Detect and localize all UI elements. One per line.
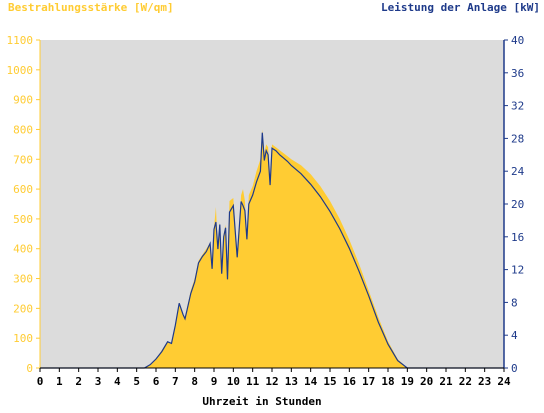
x-tick-label: 19 bbox=[401, 375, 414, 388]
left-y-tick-label: 0 bbox=[26, 362, 33, 375]
right-axis-title: Leistung der Anlage [kW] bbox=[381, 1, 540, 14]
right-y-tick-label: 12 bbox=[511, 264, 524, 277]
right-y-tick-label: 20 bbox=[511, 198, 524, 211]
left-y-tick-label: 700 bbox=[13, 153, 33, 166]
x-tick-label: 18 bbox=[381, 375, 394, 388]
right-y-ticks: 0 4 8 12 16 20 24 28 32 36 40 bbox=[504, 34, 525, 375]
x-tick-label: 7 bbox=[172, 375, 179, 388]
left-y-tick-label: 200 bbox=[13, 302, 33, 315]
right-y-tick-label: 28 bbox=[511, 132, 524, 145]
right-y-tick-label: 16 bbox=[511, 231, 524, 244]
x-tick-label: 14 bbox=[304, 375, 318, 388]
left-y-tick-label: 300 bbox=[13, 273, 33, 286]
right-y-tick-label: 40 bbox=[511, 34, 524, 47]
x-tick-label: 11 bbox=[246, 375, 260, 388]
irradiance-area bbox=[40, 129, 504, 368]
left-y-tick-label: 500 bbox=[13, 213, 33, 226]
right-y-tick-label: 0 bbox=[511, 362, 518, 375]
left-axis-title: Bestrahlungsstärke [W/qm] bbox=[8, 1, 174, 14]
x-tick-label: 23 bbox=[478, 375, 491, 388]
x-tick-label: 17 bbox=[362, 375, 375, 388]
left-y-tick-label: 100 bbox=[13, 332, 33, 345]
right-y-tick-label: 32 bbox=[511, 100, 524, 113]
x-tick-label: 10 bbox=[227, 375, 240, 388]
x-tick-label: 24 bbox=[497, 375, 511, 388]
right-y-tick-label: 24 bbox=[511, 165, 525, 178]
x-tick-label: 0 bbox=[37, 375, 44, 388]
left-y-tick-label: 900 bbox=[13, 94, 33, 107]
right-y-tick-label: 36 bbox=[511, 67, 524, 80]
right-y-tick-label: 4 bbox=[511, 329, 518, 342]
power-line bbox=[40, 132, 504, 369]
x-tick-label: 2 bbox=[75, 375, 82, 388]
left-y-tick-label: 800 bbox=[13, 123, 33, 136]
x-tick-label: 15 bbox=[323, 375, 336, 388]
x-tick-label: 20 bbox=[420, 375, 433, 388]
x-tick-label: 13 bbox=[285, 375, 298, 388]
left-y-tick-label: 1100 bbox=[7, 34, 34, 47]
x-tick-label: 12 bbox=[265, 375, 278, 388]
left-y-tick-label: 400 bbox=[13, 243, 33, 256]
right-y-tick-label: 8 bbox=[511, 296, 518, 309]
x-ticks: 0 1 2 3 4 5 6 7 8 9 10 11 12 13 14 15 16 17 18 19 20 21 22 23 24 bbox=[37, 368, 511, 388]
left-y-tick-label: 1000 bbox=[7, 64, 34, 77]
x-tick-label: 22 bbox=[459, 375, 472, 388]
x-tick-label: 9 bbox=[211, 375, 218, 388]
x-tick-label: 8 bbox=[191, 375, 198, 388]
x-tick-label: 16 bbox=[343, 375, 357, 388]
x-tick-label: 5 bbox=[133, 375, 140, 388]
x-tick-label: 1 bbox=[56, 375, 63, 388]
x-tick-label: 3 bbox=[95, 375, 102, 388]
x-tick-label: 21 bbox=[439, 375, 453, 388]
x-axis-title: Uhrzeit in Stunden bbox=[202, 395, 321, 408]
x-tick-label: 4 bbox=[114, 375, 121, 388]
x-tick-label: 6 bbox=[153, 375, 160, 388]
left-y-tick-label: 600 bbox=[13, 183, 33, 196]
left-y-ticks: 0 100 200 300 400 500 600 700 800 900 1000 1100 bbox=[7, 34, 40, 375]
